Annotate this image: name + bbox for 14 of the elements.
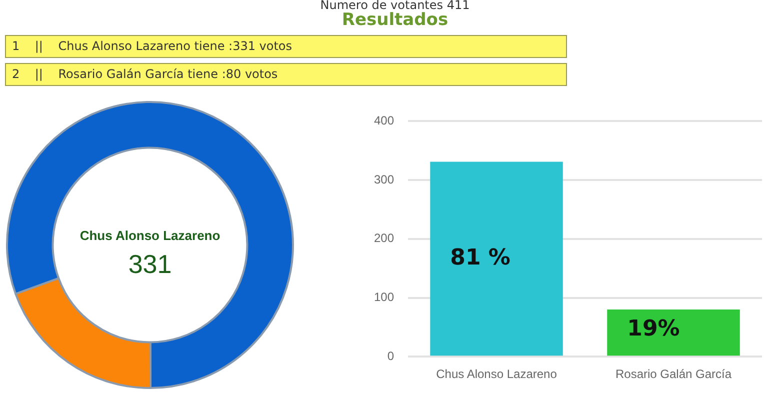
text: 1 || Chus Alonso Lazareno tiene :331 votos xyxy=(5,35,567,58)
text: 331 xyxy=(128,249,172,279)
text: Numero de votantes 411 xyxy=(319,0,471,12)
x-tick-label: Rosario Galán García xyxy=(615,367,732,382)
y-tick-label: 200 xyxy=(374,231,394,246)
text: Resultados xyxy=(340,10,450,30)
annotation: 81 % xyxy=(450,245,510,270)
text: 2 || Rosario Galán García tiene :80 votos xyxy=(5,63,567,86)
y-tick-label: 0 xyxy=(387,348,394,363)
text: Chus Alonso Lazareno xyxy=(80,228,220,243)
y-tick-label: 400 xyxy=(374,114,394,128)
y-tick-label: 300 xyxy=(374,172,394,186)
y-tick-label: 100 xyxy=(374,290,394,304)
annotation: 19% xyxy=(627,316,680,342)
